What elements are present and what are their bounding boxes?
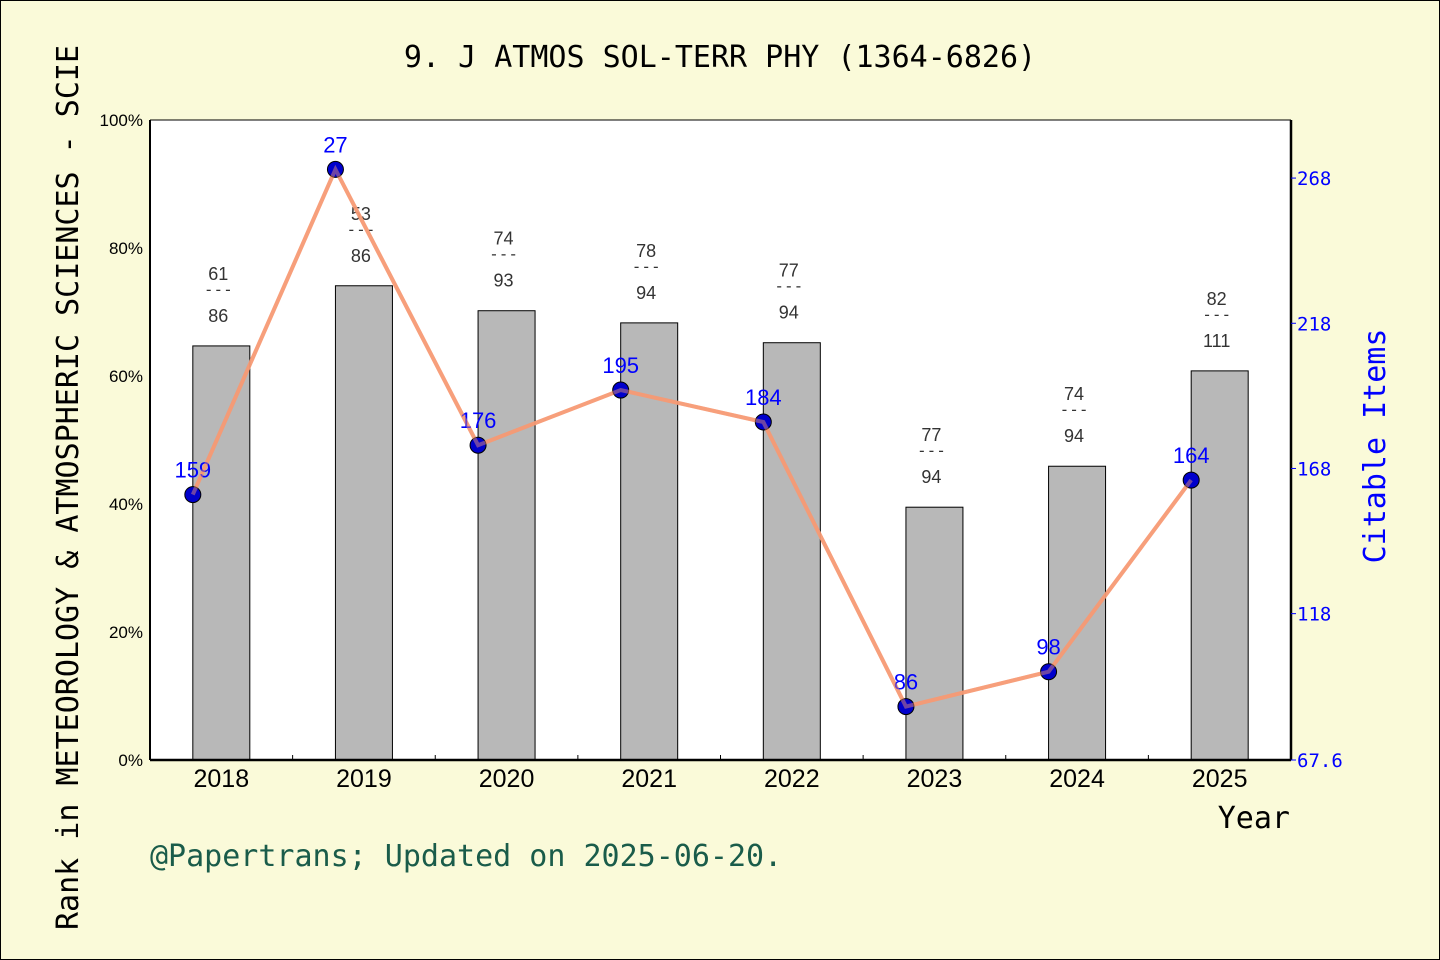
rank-label: 77	[779, 261, 799, 281]
x-tick-label: 2025	[1192, 765, 1248, 793]
y-tick-label: 100%	[100, 111, 143, 130]
citable-items-label: 159	[174, 458, 211, 483]
rank-divider: ---	[1060, 400, 1089, 419]
y-axis-label: Rank in METEOROLOGY & ATMOSPHERIC SCIENC…	[51, 45, 86, 930]
citable-items-label: 176	[460, 408, 497, 433]
citable-items-marker	[754, 413, 772, 431]
rank-divider: ---	[489, 245, 518, 264]
citable-items-label: 86	[894, 670, 918, 695]
x-tick-label: 2024	[1049, 765, 1105, 793]
x-tick-label: 2021	[621, 765, 677, 793]
bar	[905, 506, 964, 761]
rank-label: 74	[1064, 384, 1084, 404]
total-label: 86	[351, 246, 371, 266]
citable-items-marker	[612, 381, 630, 399]
bar	[334, 285, 393, 761]
y2-tick-label: 67.6	[1297, 750, 1343, 772]
rank-divider: ---	[774, 277, 803, 296]
plot-area	[150, 120, 1291, 760]
rank-label: 74	[494, 229, 514, 249]
rank-divider: ---	[917, 441, 946, 460]
bar	[1048, 465, 1107, 761]
rank-divider: ---	[632, 257, 661, 276]
bar	[762, 342, 821, 761]
rank-label: 77	[921, 425, 941, 445]
total-label: 93	[494, 271, 514, 291]
citable-items-marker	[1182, 471, 1200, 489]
citable-items-marker	[469, 436, 487, 454]
citable-items-marker	[897, 698, 915, 716]
y-tick-label: 60%	[109, 367, 143, 386]
chart-title: 9. J ATMOS SOL-TERR PHY (1364-6826)	[404, 40, 1036, 75]
citable-items-line	[190, 167, 1193, 709]
citable-items-marker	[184, 486, 202, 504]
x-tick-label: 2022	[764, 765, 820, 793]
total-label: 94	[921, 467, 941, 487]
y2-axis-label: Citable Items	[1358, 329, 1393, 564]
total-label: 94	[779, 303, 799, 323]
y-tick-label: 20%	[109, 623, 143, 642]
x-tick-label: 2019	[336, 765, 392, 793]
rank-label: 78	[636, 241, 656, 261]
citable-items-label: 27	[323, 132, 347, 157]
rank-label: 82	[1207, 289, 1227, 309]
bar	[477, 310, 536, 761]
citable-items-line-overlay	[190, 164, 1193, 709]
citable-items-label: 184	[745, 385, 782, 410]
citable-items-label: 164	[1173, 443, 1210, 468]
bar	[1190, 370, 1249, 761]
y-tick-label: 0%	[118, 751, 143, 770]
y-tick-label: 80%	[109, 239, 143, 258]
y2-tick-label: 218	[1297, 313, 1331, 335]
footer-credit: @Papertrans; Updated on 2025-06-20.	[150, 839, 782, 874]
rank-divider: ---	[1202, 305, 1231, 324]
y2-tick-label: 168	[1297, 458, 1331, 480]
total-label: 86	[208, 306, 228, 326]
bar	[192, 345, 251, 761]
x-tick-label: 2018	[194, 765, 250, 793]
total-label: 111	[1203, 331, 1230, 351]
y-tick-label: 40%	[109, 495, 143, 514]
y2-tick-label: 118	[1297, 604, 1331, 626]
citable-items-marker	[1040, 663, 1058, 681]
citable-items-label: 195	[602, 353, 639, 378]
rank-divider: ---	[204, 280, 233, 299]
x-axis-label: Year	[1218, 801, 1290, 836]
total-label: 94	[636, 283, 656, 303]
x-tick-label: 2020	[479, 765, 535, 793]
y2-tick-label: 268	[1297, 168, 1331, 190]
total-label: 94	[1064, 426, 1084, 446]
citable-items-label: 98	[1036, 635, 1060, 660]
citable-items-marker	[326, 160, 344, 178]
bar	[620, 322, 679, 761]
rank-label: 61	[208, 264, 228, 284]
x-tick-label: 2023	[907, 765, 963, 793]
